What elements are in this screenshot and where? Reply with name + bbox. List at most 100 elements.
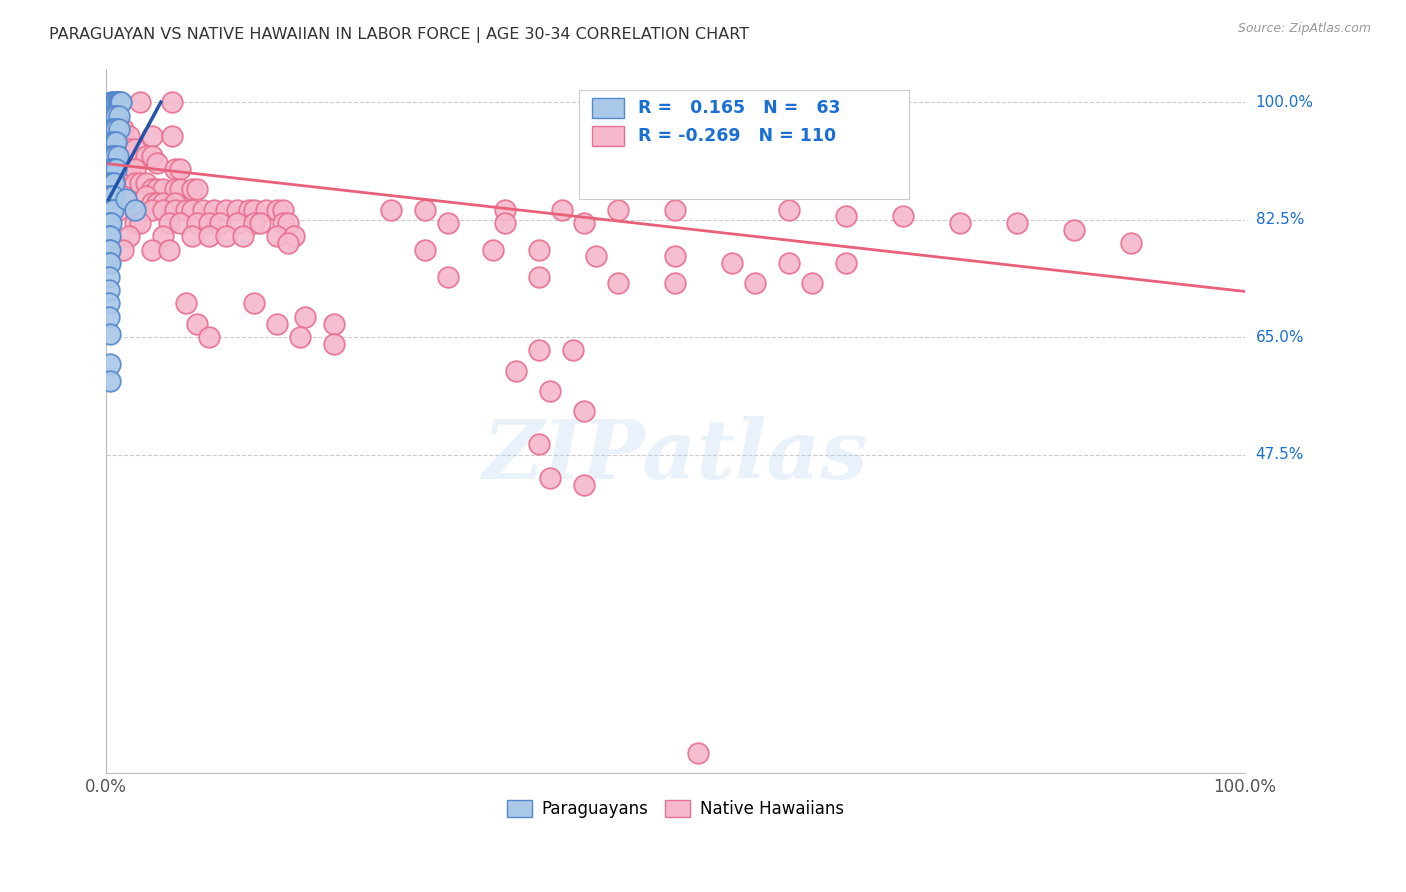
Point <box>107 128 129 143</box>
Point <box>107 95 129 109</box>
Point <box>141 243 163 257</box>
Point <box>146 155 169 169</box>
Point <box>101 176 124 190</box>
Point <box>114 193 136 207</box>
Point <box>107 202 129 217</box>
Point <box>105 95 128 109</box>
Point <box>527 343 550 358</box>
Point <box>97 310 120 324</box>
Point <box>721 256 744 270</box>
Point <box>124 162 146 177</box>
Point <box>97 283 120 297</box>
Point <box>232 229 254 244</box>
Point <box>744 277 766 291</box>
Point <box>436 269 458 284</box>
Point <box>277 216 299 230</box>
Point <box>97 256 120 270</box>
Point <box>97 269 120 284</box>
FancyBboxPatch shape <box>592 127 624 146</box>
Point <box>124 202 146 217</box>
Point <box>97 216 120 230</box>
Point <box>322 317 344 331</box>
Point <box>104 149 127 163</box>
Point <box>527 243 550 257</box>
Point <box>413 202 436 217</box>
Point <box>482 243 505 257</box>
Point <box>118 128 141 143</box>
Point <box>186 216 208 230</box>
Point <box>97 229 120 244</box>
Point <box>197 229 219 244</box>
Point <box>413 243 436 257</box>
Point <box>124 202 146 217</box>
Point <box>163 182 186 196</box>
Point <box>585 250 607 264</box>
Point <box>226 202 249 217</box>
Point <box>169 182 191 196</box>
Point <box>98 243 121 257</box>
Point <box>101 136 124 150</box>
Text: PARAGUAYAN VS NATIVE HAWAIIAN IN LABOR FORCE | AGE 30-34 CORRELATION CHART: PARAGUAYAN VS NATIVE HAWAIIAN IN LABOR F… <box>49 27 749 43</box>
Point <box>110 95 132 109</box>
Point <box>112 122 135 136</box>
Point <box>180 202 202 217</box>
Point <box>98 229 121 244</box>
Point <box>101 149 124 163</box>
Point <box>664 202 686 217</box>
Point <box>103 176 125 190</box>
Point <box>283 229 305 244</box>
Point <box>129 176 152 190</box>
Point <box>436 216 458 230</box>
Point <box>108 95 131 109</box>
Point <box>157 243 180 257</box>
Point <box>266 229 288 244</box>
Point <box>141 195 163 210</box>
Point <box>949 216 972 230</box>
Text: R = -0.269   N = 110: R = -0.269 N = 110 <box>638 128 837 145</box>
Point <box>100 189 122 203</box>
Point <box>277 235 299 250</box>
Point <box>152 229 174 244</box>
Point <box>538 384 561 398</box>
Point <box>249 216 271 230</box>
Point <box>191 202 214 217</box>
Text: Source: ZipAtlas.com: Source: ZipAtlas.com <box>1237 22 1371 36</box>
Point <box>146 195 169 210</box>
Point <box>97 243 120 257</box>
Point <box>254 202 277 217</box>
Point <box>494 202 516 217</box>
Point <box>141 128 163 143</box>
Text: ZIPatlas: ZIPatlas <box>482 417 868 496</box>
Point <box>180 182 202 196</box>
Point <box>103 136 125 150</box>
Text: R =   0.165   N =   63: R = 0.165 N = 63 <box>638 99 841 117</box>
Point <box>100 149 122 163</box>
Point <box>141 182 163 196</box>
Point <box>215 202 238 217</box>
Point <box>157 216 180 230</box>
Point <box>118 229 141 244</box>
Point <box>1119 235 1142 250</box>
Point <box>163 162 186 177</box>
Point <box>288 330 311 344</box>
Point <box>778 256 800 270</box>
Point <box>243 296 266 310</box>
Point <box>98 256 121 270</box>
Point <box>101 109 124 123</box>
Point <box>101 189 124 203</box>
Point <box>574 404 596 418</box>
Point <box>243 216 266 230</box>
Point <box>1005 216 1028 230</box>
FancyBboxPatch shape <box>579 90 908 199</box>
Point <box>527 437 550 451</box>
Point <box>104 95 127 109</box>
Point <box>112 162 135 177</box>
Point <box>186 182 208 196</box>
Point <box>105 95 128 109</box>
Point <box>664 250 686 264</box>
Point <box>105 109 128 123</box>
Point <box>562 343 585 358</box>
Point <box>98 176 121 190</box>
Point <box>135 176 157 190</box>
Point <box>105 162 128 177</box>
